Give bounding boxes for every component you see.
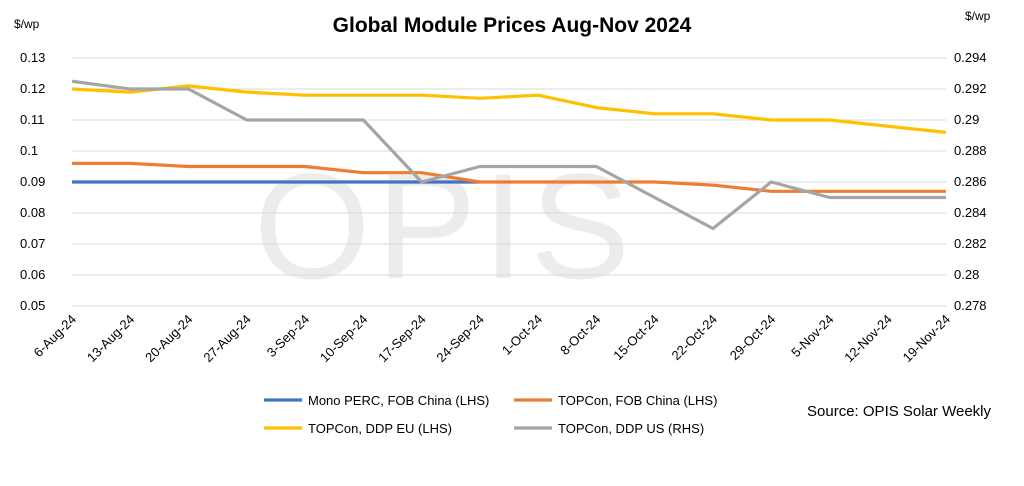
left-tick-label: 0.08 <box>20 205 45 220</box>
legend-label: TOPCon, DDP US (RHS) <box>558 421 704 436</box>
x-tick-label: 20-Aug-24 <box>142 312 196 366</box>
left-tick-label: 0.05 <box>20 298 45 313</box>
series-lines <box>71 79 947 231</box>
left-tick-label: 0.07 <box>20 236 45 251</box>
x-tick-label: 29-Oct-24 <box>727 312 778 363</box>
x-tick-label: 22-Oct-24 <box>669 312 720 363</box>
chart-title: Global Module Prices Aug-Nov 2024 <box>333 14 692 37</box>
x-tick-label: 8-Oct-24 <box>557 312 603 358</box>
legend-label: Mono PERC, FOB China (LHS) <box>308 393 489 408</box>
x-tick-label: 3-Sep-24 <box>264 312 312 360</box>
left-tick-label: 0.13 <box>20 50 45 65</box>
legend: Mono PERC, FOB China (LHS) TOPCon, FOB Ch… <box>264 393 717 436</box>
x-tick-label: 10-Sep-24 <box>317 312 371 366</box>
x-tick-label: 13-Aug-24 <box>84 312 138 366</box>
right-tick-label: 0.284 <box>954 205 987 220</box>
x-axis-ticks: 6-Aug-24 13-Aug-24 20-Aug-24 27-Aug-24 3-Sep… <box>31 312 953 366</box>
right-axis-unit: $/wp <box>965 9 991 23</box>
left-tick-label: 0.12 <box>20 81 45 96</box>
legend-label: TOPCon, FOB China (LHS) <box>558 393 717 408</box>
left-tick-label: 0.1 <box>20 143 38 158</box>
x-tick-label: 6-Aug-24 <box>31 312 79 360</box>
x-tick-label: 15-Oct-24 <box>610 312 661 363</box>
source-note: Source: OPIS Solar Weekly <box>807 403 991 420</box>
x-tick-label: 17-Sep-24 <box>375 312 429 366</box>
left-tick-label: 0.06 <box>20 267 45 282</box>
x-tick-label: 27-Aug-24 <box>200 312 254 366</box>
right-axis-ticks: 0.278 0.28 0.282 0.284 0.286 0.288 0.29 0.292 0.… <box>954 50 987 313</box>
x-tick-label: 1-Oct-24 <box>499 312 545 358</box>
right-tick-label: 0.278 <box>954 298 987 313</box>
right-tick-label: 0.288 <box>954 143 987 158</box>
right-tick-label: 0.294 <box>954 50 987 65</box>
right-tick-label: 0.29 <box>954 112 979 127</box>
left-axis-ticks: 0.05 0.06 0.07 0.08 0.09 0.1 0.11 0.12 0.13 <box>20 50 45 313</box>
right-tick-label: 0.292 <box>954 81 987 96</box>
left-axis-unit: $/wp <box>14 17 40 31</box>
watermark: OPIS <box>254 142 636 310</box>
left-tick-label: 0.09 <box>20 174 45 189</box>
x-tick-label: 12-Nov-24 <box>841 312 895 366</box>
series-line-topcon-ddp-eu-lhs <box>71 84 947 134</box>
legend-label: TOPCon, DDP EU (LHS) <box>308 421 452 436</box>
right-tick-label: 0.28 <box>954 267 979 282</box>
right-tick-label: 0.282 <box>954 236 987 251</box>
right-tick-label: 0.286 <box>954 174 987 189</box>
x-tick-label: 5-Nov-24 <box>788 312 836 360</box>
series-line-topcon-ddp-us-rhs <box>71 79 946 231</box>
x-tick-label: 19-Nov-24 <box>900 312 954 366</box>
x-tick-label: 24-Sep-24 <box>433 312 487 366</box>
left-tick-label: 0.11 <box>20 112 44 127</box>
